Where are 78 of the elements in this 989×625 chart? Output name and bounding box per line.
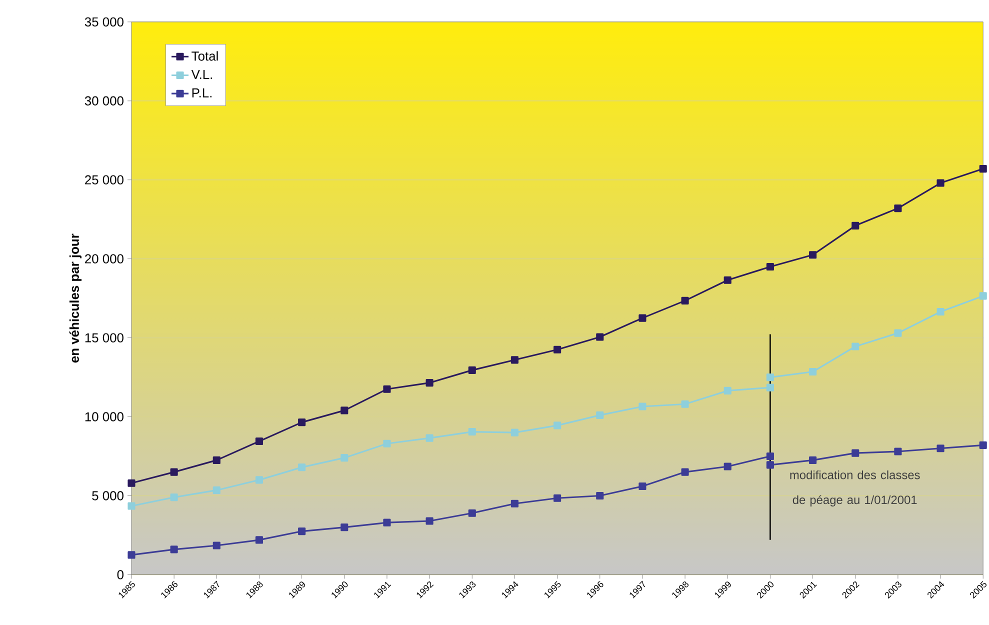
point — [255, 536, 264, 544]
point — [468, 428, 476, 436]
point — [554, 346, 562, 354]
legend-label: P.L. — [192, 88, 212, 98]
point — [128, 502, 136, 510]
point — [212, 542, 220, 550]
y-tick-label: 5 000 — [92, 491, 124, 501]
point — [383, 386, 391, 394]
point — [852, 222, 860, 230]
point — [766, 263, 774, 271]
point — [510, 429, 518, 437]
point — [255, 476, 264, 484]
point — [510, 356, 518, 364]
point — [724, 387, 732, 395]
point — [894, 330, 902, 338]
point — [724, 462, 732, 471]
point — [936, 444, 944, 452]
point — [681, 297, 689, 305]
point — [808, 456, 817, 464]
point — [128, 551, 136, 559]
point — [468, 366, 476, 374]
point — [128, 480, 136, 488]
point — [852, 342, 860, 351]
point — [766, 384, 774, 392]
point — [340, 454, 348, 462]
point — [808, 251, 817, 259]
point — [170, 494, 178, 502]
point — [426, 517, 434, 526]
y-tick-label: 0 — [117, 570, 124, 580]
point — [298, 464, 306, 472]
point — [212, 486, 220, 494]
y-tick-label: 30 000 — [84, 96, 124, 106]
point — [894, 448, 902, 456]
point — [554, 422, 562, 430]
point — [638, 314, 646, 322]
y-tick-label: 35 000 — [84, 18, 124, 27]
point — [936, 308, 944, 316]
point — [852, 450, 860, 458]
point — [596, 492, 604, 500]
point — [766, 374, 774, 382]
point — [340, 406, 348, 414]
point — [808, 368, 817, 376]
point — [212, 456, 220, 464]
point — [979, 442, 987, 450]
point — [255, 438, 264, 446]
point — [766, 452, 774, 460]
point — [510, 500, 518, 508]
point — [596, 333, 604, 342]
point — [383, 440, 391, 448]
point — [894, 204, 902, 212]
point — [170, 546, 178, 554]
point — [936, 179, 944, 188]
text: modification des classes de péage au 1/01/2001 — [790, 470, 920, 507]
point — [340, 524, 348, 532]
y-axis-title: en véhicules par jour — [69, 234, 82, 363]
point — [724, 276, 732, 284]
y-tick-label: 20 000 — [85, 254, 124, 264]
point — [554, 494, 562, 502]
point — [468, 510, 476, 518]
point — [681, 400, 689, 408]
y-tick-label: 10 000 — [85, 412, 124, 422]
point — [596, 412, 604, 420]
point — [383, 519, 391, 527]
legend-label: V.L. — [191, 70, 212, 80]
point — [298, 528, 306, 536]
point — [766, 461, 774, 469]
y-tick-label: 25 000 — [85, 176, 124, 185]
point — [681, 468, 689, 476]
point — [979, 165, 987, 173]
point — [979, 292, 987, 300]
point — [426, 379, 434, 387]
point — [426, 434, 434, 442]
point — [638, 482, 646, 490]
legend-label: Total — [192, 51, 218, 61]
y-tick-label: 15 000 — [85, 333, 124, 343]
point — [298, 418, 306, 426]
point — [638, 402, 646, 411]
point — [170, 468, 178, 476]
